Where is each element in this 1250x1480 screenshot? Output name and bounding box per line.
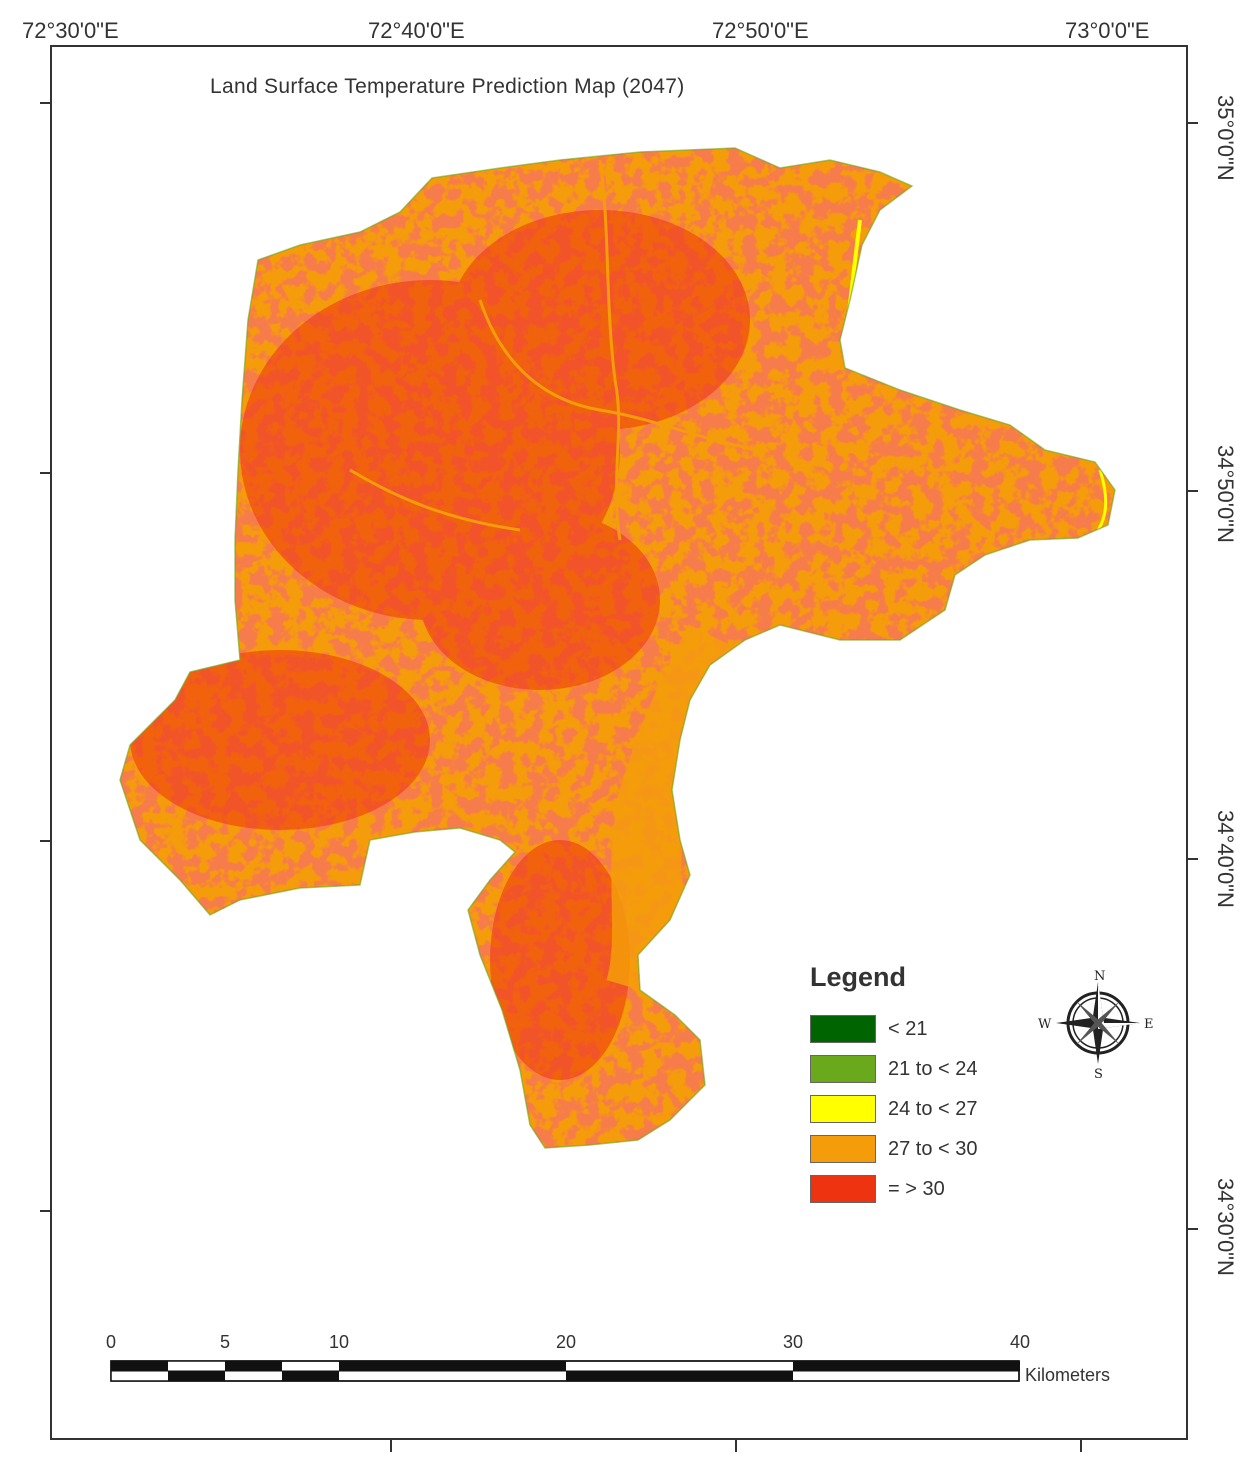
scale-unit-label: Kilometers <box>1025 1365 1111 1385</box>
scale-label-30: 30 <box>782 1332 804 1352</box>
tick-right-2 <box>1188 490 1198 492</box>
scale-label-40: 40 <box>1009 1332 1031 1352</box>
legend-item-lt-21: < 21 <box>810 1009 978 1049</box>
legend-item-24-27: 24 to < 27 <box>810 1089 978 1129</box>
scale-label-10: 10 <box>328 1332 350 1352</box>
tick-right-4 <box>1188 1228 1198 1230</box>
legend-swatch <box>810 1135 876 1163</box>
longitude-label-72-40: 72°40'0"E <box>368 18 465 43</box>
legend-item-27-30: 27 to < 30 <box>810 1129 978 1169</box>
tick-left-1 <box>40 102 50 104</box>
hot-zone-patches <box>130 210 750 1080</box>
longitude-label-72-50: 72°50'0"E <box>712 18 809 43</box>
longitude-label-72-30: 72°30'0"E <box>22 18 119 43</box>
legend-label: 24 to < 27 <box>888 1097 978 1120</box>
legend-swatch <box>810 1055 876 1083</box>
legend-swatch <box>810 1015 876 1043</box>
legend: Legend < 21 21 to < 24 24 to < 27 27 to … <box>810 962 978 1209</box>
compass-e: E <box>1144 1017 1154 1032</box>
tick-right-1 <box>1188 122 1198 124</box>
legend-swatch <box>810 1175 876 1203</box>
scale-bar-graphic <box>110 1360 1020 1382</box>
legend-label: < 21 <box>888 1017 928 1040</box>
legend-title: Legend <box>810 962 907 992</box>
compass-rose-icon: N S W E <box>1038 969 1154 1082</box>
tick-left-4 <box>40 1210 50 1212</box>
compass-w: W <box>1038 1017 1052 1032</box>
legend-label: 27 to < 30 <box>888 1137 978 1160</box>
longitude-label-73-00: 73°0'0"E <box>1065 18 1150 43</box>
legend-item-gte-30: = > 30 <box>810 1169 978 1209</box>
tick-bottom-2 <box>735 1440 737 1452</box>
legend-label: 21 to < 24 <box>888 1057 978 1080</box>
scale-label-20: 20 <box>555 1332 577 1352</box>
tick-right-3 <box>1188 858 1198 860</box>
scale-label-5: 5 <box>219 1332 231 1352</box>
tick-bottom-1 <box>390 1440 392 1452</box>
tick-bottom-3 <box>1080 1440 1082 1452</box>
legend-label: = > 30 <box>888 1177 945 1200</box>
legend-item-21-24: 21 to < 24 <box>810 1049 978 1089</box>
compass-n: N <box>1094 969 1105 984</box>
tick-left-2 <box>40 472 50 474</box>
legend-swatch <box>810 1095 876 1123</box>
map-title: Land Surface Temperature Prediction Map … <box>210 75 685 98</box>
compass-s: S <box>1094 1067 1103 1082</box>
scale-label-0: 0 <box>105 1332 117 1352</box>
tick-left-3 <box>40 840 50 842</box>
